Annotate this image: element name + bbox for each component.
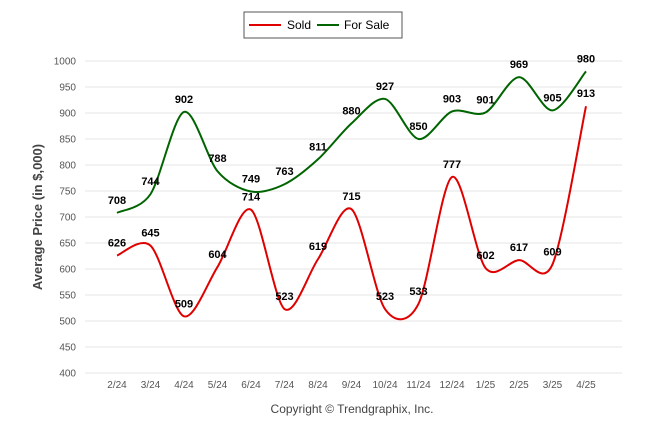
y-tick-label: 750 <box>59 187 76 198</box>
data-label-sold: 617 <box>510 242 528 254</box>
data-label-for-sale: 980 <box>577 53 595 65</box>
y-tick-label: 500 <box>59 317 76 328</box>
y-tick-label: 550 <box>59 291 76 302</box>
x-tick-label: 3/25 <box>543 380 563 391</box>
data-label-sold: 715 <box>342 191 360 203</box>
data-label-for-sale: 902 <box>175 94 193 106</box>
data-label-for-sale: 744 <box>141 176 160 188</box>
y-tick-label: 600 <box>59 265 76 276</box>
data-label-for-sale: 850 <box>409 121 427 133</box>
y-tick-label: 900 <box>59 109 76 120</box>
x-tick-label: 11/24 <box>406 380 431 391</box>
y-tick-label: 700 <box>59 213 76 224</box>
y-tick-label: 850 <box>59 135 76 146</box>
data-label-sold: 619 <box>309 241 327 253</box>
x-tick-label: 10/24 <box>372 380 397 391</box>
x-axis-ticks: 2/24 3/24 4/24 5/24 6/24 7/24 8/24 9/24 10/24 11/… <box>107 380 596 391</box>
data-label-sold: 714 <box>242 192 261 204</box>
y-tick-label: 400 <box>59 369 76 380</box>
data-label-for-sale: 901 <box>476 94 494 106</box>
y-tick-label: 1000 <box>54 57 77 68</box>
data-label-sold: 523 <box>376 291 394 303</box>
x-tick-label: 12/24 <box>439 380 464 391</box>
data-label-for-sale: 708 <box>108 195 126 207</box>
data-label-for-sale: 927 <box>376 81 394 93</box>
data-label-sold: 523 <box>275 291 293 303</box>
y-axis-label: Average Price (in $,000) <box>30 144 45 290</box>
x-tick-label: 6/24 <box>241 380 261 391</box>
x-tick-label: 4/25 <box>576 380 596 391</box>
data-label-sold: 645 <box>141 228 159 240</box>
data-label-for-sale: 763 <box>275 166 293 178</box>
series-line-sold <box>116 106 587 321</box>
x-tick-label: 3/24 <box>141 380 161 391</box>
data-label-sold: 609 <box>543 246 561 258</box>
data-label-sold: 509 <box>175 298 193 310</box>
data-label-for-sale: 788 <box>208 153 226 165</box>
y-axis-ticks: 400 450 500 550 600 650 700 750 800 850 900 950 1000 <box>54 57 77 380</box>
copyright-credit: Copyright © Trendgraphix, Inc. <box>271 402 434 416</box>
x-tick-label: 1/25 <box>476 380 496 391</box>
x-tick-label: 7/24 <box>275 380 295 391</box>
x-tick-label: 2/25 <box>509 380 529 391</box>
data-label-for-sale: 905 <box>543 92 561 104</box>
data-label-for-sale: 749 <box>242 174 260 186</box>
data-labels: 626 645 509 604 714 523 619 715 523 533 777 602 617 6… <box>108 53 595 310</box>
series-lines <box>116 70 587 321</box>
legend-label-sold: Sold <box>287 18 311 32</box>
series-line-for-sale <box>116 70 587 214</box>
y-tick-label: 950 <box>59 83 76 94</box>
legend-label-for-sale: For Sale <box>344 18 390 32</box>
data-label-for-sale: 880 <box>342 105 360 117</box>
data-label-for-sale: 811 <box>309 141 327 153</box>
data-label-sold: 602 <box>476 250 494 262</box>
data-label-sold: 604 <box>208 249 227 261</box>
x-tick-label: 4/24 <box>174 380 194 391</box>
x-tick-label: 9/24 <box>342 380 362 391</box>
data-label-sold: 777 <box>443 159 461 171</box>
y-tick-label: 450 <box>59 343 76 354</box>
data-label-sold: 626 <box>108 237 126 249</box>
data-label-for-sale: 903 <box>443 93 461 105</box>
x-tick-label: 5/24 <box>208 380 228 391</box>
legend: Sold For Sale <box>243 11 403 39</box>
data-label-sold: 533 <box>409 286 427 298</box>
y-tick-label: 800 <box>59 161 76 172</box>
y-tick-label: 650 <box>59 239 76 250</box>
data-label-sold: 913 <box>577 88 595 100</box>
data-label-for-sale: 969 <box>510 59 528 71</box>
x-tick-label: 2/24 <box>107 380 127 391</box>
x-tick-label: 8/24 <box>308 380 328 391</box>
